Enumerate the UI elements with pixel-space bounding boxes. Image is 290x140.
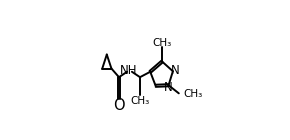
- Text: CH₃: CH₃: [130, 96, 150, 106]
- Text: N: N: [164, 81, 172, 94]
- Text: CH₃: CH₃: [183, 89, 202, 99]
- Text: CH₃: CH₃: [153, 38, 172, 48]
- Text: NH: NH: [120, 64, 138, 77]
- Text: N: N: [171, 64, 180, 77]
- Text: O: O: [113, 98, 125, 113]
